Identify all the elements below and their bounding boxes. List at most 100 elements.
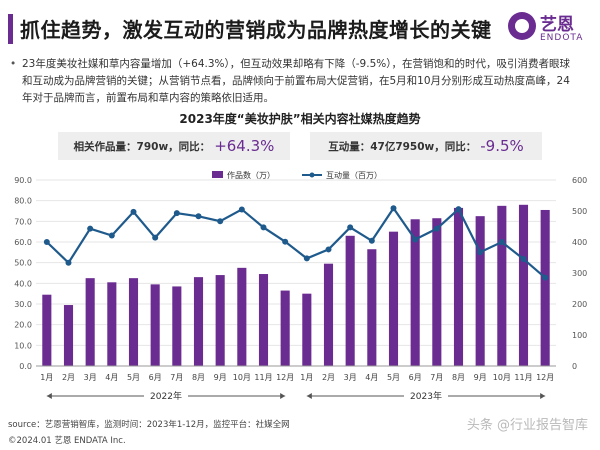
bar	[258, 274, 269, 366]
line-point	[260, 224, 267, 231]
group-label: 2022年	[150, 390, 182, 402]
line-point	[498, 239, 505, 245]
x-tick-label: 6月	[409, 373, 422, 382]
logo-text-en: ENDOTA	[540, 33, 584, 43]
x-tick-label: 1月	[300, 373, 313, 382]
bar	[497, 205, 507, 366]
x-tick-label: 12月	[276, 373, 294, 382]
line-point	[520, 256, 527, 263]
x-tick-label: 5月	[387, 373, 400, 382]
bar	[85, 278, 95, 366]
x-tick-label: 4月	[105, 373, 118, 382]
y-left-tick-label: 20.0	[14, 321, 32, 330]
stat-box-interactions: 互动量：47亿7950w，同比： -9.5%	[310, 132, 542, 160]
chart-title: 2023年度“美妆护肤”相关内容社媒热度趋势	[179, 112, 421, 126]
stat-works-change: +64.3%	[214, 137, 275, 155]
x-tick-label: 6月	[149, 373, 162, 382]
y-left-tick-label: 10.0	[14, 341, 32, 350]
x-tick-label: 9月	[214, 373, 227, 382]
y-right-tick-label: 0	[572, 362, 577, 371]
bar	[367, 249, 377, 366]
y-left-tick-label: 80.0	[14, 197, 32, 206]
x-tick-label: 11月	[514, 373, 532, 382]
summary-paragraph: • 23年度美妆社媒和草内容量增加（+64.3%），但互动效果却略有下降（-9.…	[10, 56, 578, 107]
x-tick-label: 10月	[233, 373, 251, 382]
bar	[107, 282, 117, 366]
group-label: 2023年	[410, 390, 442, 402]
y-right-tick-label: 100	[572, 331, 587, 340]
title-accent-bar	[8, 14, 13, 44]
logo-text-cn: 艺恩	[540, 15, 574, 35]
x-tick-label: 5月	[127, 373, 140, 382]
y-right-tick-label: 200	[572, 300, 587, 309]
line-series-path	[46, 206, 546, 279]
x-tick-label: 2月	[62, 373, 75, 382]
bar	[42, 294, 52, 366]
line-point	[87, 225, 94, 232]
y-right-tick-label: 500	[572, 207, 587, 216]
bar	[237, 267, 247, 366]
line-point	[217, 218, 224, 225]
x-tick-label: 3月	[84, 373, 97, 382]
bar	[388, 231, 399, 366]
summary-text: 23年度美妆社媒和草内容量增加（+64.3%），但互动效果却略有下降（-9.5%…	[22, 58, 570, 104]
line-point	[130, 208, 137, 215]
y-left-tick-label: 70.0	[14, 217, 32, 226]
x-tick-label: 3月	[344, 373, 357, 382]
x-tick-label: 7月	[170, 373, 183, 382]
x-tick-label: 12月	[536, 373, 554, 382]
stat-interactions-change: -9.5%	[480, 137, 524, 155]
watermark: 头条 @行业报告智库	[466, 418, 588, 433]
bar	[323, 263, 334, 366]
x-tick-label: 8月	[192, 373, 205, 382]
bar	[128, 278, 139, 366]
x-tick-label: 4月	[365, 373, 378, 382]
y-left-tick-label: 40.0	[14, 279, 32, 288]
y-right-tick-label: 300	[572, 269, 587, 278]
line-point	[347, 224, 354, 231]
bar	[540, 209, 550, 366]
logo-mark-icon	[508, 12, 536, 40]
legend-line-marker	[309, 172, 315, 178]
line-point	[368, 237, 375, 244]
line-point	[433, 225, 440, 232]
legend-bar-swatch	[212, 171, 223, 178]
line-point	[325, 246, 332, 253]
bar	[475, 216, 485, 366]
legend-bar-label: 作品数（万）	[227, 170, 275, 180]
bar	[280, 290, 290, 366]
x-tick-label: 1月	[40, 373, 53, 382]
x-tick-label: 11月	[254, 373, 272, 382]
y-left-tick-label: 60.0	[14, 238, 32, 247]
y-left-tick-label: 50.0	[14, 259, 32, 268]
line-point	[238, 206, 245, 213]
line-point	[477, 249, 484, 256]
line-point	[303, 255, 310, 262]
bar	[410, 219, 420, 366]
bar	[432, 218, 442, 366]
bar	[453, 207, 464, 366]
stat-box-works: 相关作品量：790w，同比： +64.3%	[58, 132, 290, 160]
y-right-tick-label: 600	[572, 176, 587, 185]
bar	[150, 284, 160, 366]
line-point	[195, 213, 202, 220]
line-point	[455, 206, 462, 213]
source-note: source：艺恩营销智库，监测时间：2023年1-12月，监控平台：社媒全网	[8, 420, 290, 430]
x-tick-label: 8月	[452, 373, 465, 382]
arrow-right-icon	[280, 393, 286, 399]
arrow-left-icon	[46, 393, 52, 399]
line-point	[542, 274, 549, 281]
y-left-tick-label: 0.0	[19, 362, 32, 371]
line-point	[412, 236, 419, 243]
bar	[345, 235, 355, 366]
stat-interactions-label: 互动量：47亿7950w，同比：	[328, 140, 477, 153]
x-tick-label: 10月	[493, 373, 511, 382]
arrow-right-icon	[540, 393, 546, 399]
line-point	[390, 205, 397, 212]
brand-logo: 艺恩 ENDOTA	[508, 10, 586, 48]
x-tick-label: 9月	[474, 373, 487, 382]
combo-chart: 0.0 10.0 20.0 30.0 40.0 50.0 60.0 70.0 80.0 90.0 0…	[14, 170, 587, 402]
bar	[63, 305, 74, 366]
line-point	[152, 234, 159, 241]
page-title: 抓住趋势，激发互动的营销成为品牌热度增长的关键	[20, 18, 492, 42]
